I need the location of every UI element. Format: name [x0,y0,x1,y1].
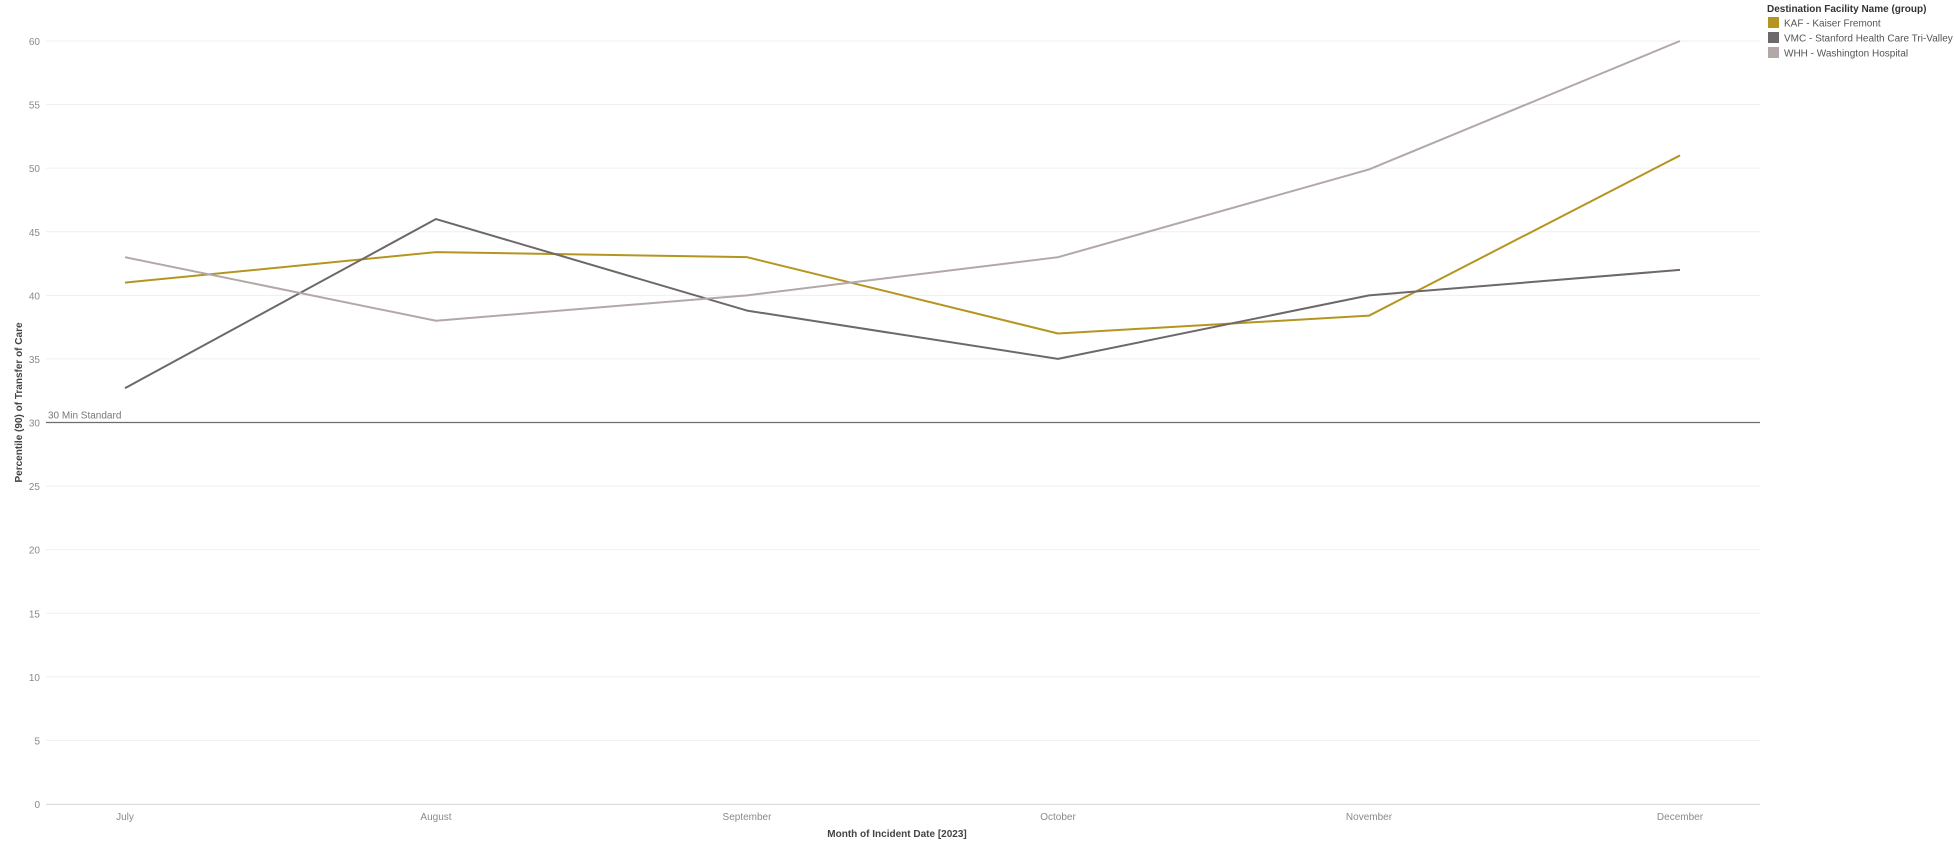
y-tick-label: 15 [29,609,41,620]
legend-title: Destination Facility Name (group) [1767,4,1926,15]
y-tick-label: 35 [29,355,41,366]
y-tick-label: 30 [29,419,41,430]
legend-items: KAF - Kaiser Fremont VMC - Stanford Healt… [1768,17,1953,60]
y-tick-label: 40 [29,291,41,302]
y-tick-label: 45 [29,228,41,239]
x-tick-label: October [1040,812,1076,823]
series-line-1 [124,218,1681,390]
x-tick-labels: July August September October November Decemb… [116,812,1704,823]
x-tick-label: November [1346,812,1393,823]
reference-line-label: 30 Min Standard [48,411,121,422]
legend: Destination Facility Name (group) KAF - … [1767,4,1953,60]
reference-line-group: 30 Min Standard [46,411,1760,424]
y-tick-label: 50 [29,164,41,175]
legend-swatch [1768,32,1779,43]
y-tick-label: 25 [29,482,41,493]
y-tick-label: 0 [34,800,40,811]
legend-swatch [1768,47,1779,58]
gridlines [46,40,1760,805]
series-line-2 [124,40,1681,322]
series-lines [124,40,1681,390]
y-tick-label: 5 [34,736,40,747]
y-tick-label: 60 [29,37,41,48]
y-tick-label: 20 [29,546,41,557]
legend-label: KAF - Kaiser Fremont [1784,19,1881,30]
legend-swatch [1768,17,1779,28]
y-axis-title: Percentile (90) of Transfer of Care [14,322,25,482]
legend-label: VMC - Stanford Health Care Tri-Valley [1784,34,1953,45]
legend-label: WHH - Washington Hospital [1784,49,1908,60]
x-axis-title: Month of Incident Date [2023] [827,829,966,840]
series-line-0 [124,154,1681,335]
y-tick-labels: 0 5 10 15 20 25 30 35 40 45 50 55 60 [29,37,41,811]
x-tick-label: August [420,812,451,823]
x-tick-label: September [723,812,773,823]
x-tick-label: July [116,812,134,823]
x-tick-label: December [1657,812,1704,823]
y-tick-label: 55 [29,101,41,112]
y-tick-label: 10 [29,673,41,684]
